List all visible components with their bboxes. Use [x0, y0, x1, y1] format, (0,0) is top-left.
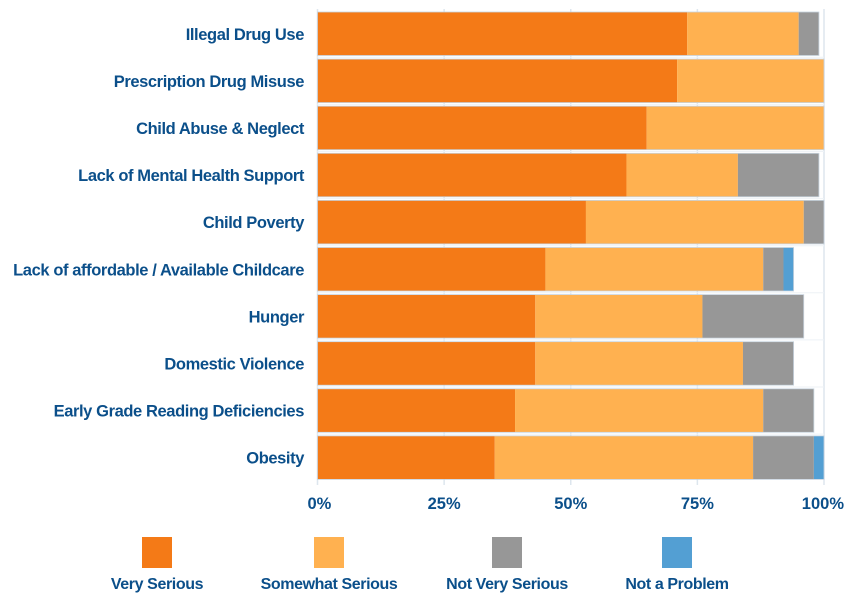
x-axis-tick-labels: 0% 25% 50% 75% 100%: [308, 495, 845, 513]
bar-segment-very-serious: [317, 59, 678, 103]
bar-segment-not-very-serious: [737, 153, 819, 197]
bar-segment-not-very-serious: [753, 435, 814, 480]
legend-label: Somewhat Serious: [261, 576, 398, 593]
bar-segment-somewhat-serious: [646, 106, 824, 150]
bar-segment-not-very-serious: [763, 247, 784, 291]
x-tick-label: 0%: [308, 495, 332, 513]
category-label: Hunger: [249, 308, 305, 326]
category-label: Child Abuse & Neglect: [136, 120, 305, 138]
bar-outline: [317, 105, 825, 151]
bar-segment-very-serious: [317, 200, 586, 244]
bar-outline: [317, 341, 795, 386]
bar-segment-somewhat-serious: [585, 200, 804, 244]
category-label: Early Grade Reading Deficiencies: [54, 403, 305, 421]
bar-group: [317, 247, 795, 292]
bar-group: [317, 11, 820, 56]
category-labels: Illegal Drug Use Prescription Drug Misuse…: [13, 26, 305, 468]
bars: [317, 11, 825, 480]
bar-outline: [317, 58, 825, 103]
legend-label: Not Very Serious: [446, 576, 568, 593]
bar-segment-very-serious: [317, 435, 495, 480]
bar-segment-not-very-serious: [798, 12, 819, 56]
x-tick-label: 50%: [554, 495, 587, 513]
bar-segment-very-serious: [317, 388, 516, 433]
bar-segment-somewhat-serious: [687, 12, 799, 56]
category-label: Lack of Mental Health Support: [78, 167, 305, 185]
bar-segment-not-very-serious: [803, 200, 824, 244]
bar-group: [317, 388, 815, 433]
bar-segment-not-a-problem: [783, 247, 794, 291]
x-tick-label: 25%: [428, 495, 461, 513]
legend-swatch: [492, 537, 522, 568]
bar-outline: [317, 435, 825, 480]
bar-group: [317, 294, 805, 339]
legend-item: Not a Problem: [625, 537, 729, 593]
gridlines: [316, 9, 825, 485]
bar-group: [317, 152, 820, 198]
category-label: Domestic Violence: [164, 355, 304, 373]
bar-outline: [317, 247, 795, 292]
bar-segment-not-very-serious: [763, 388, 814, 433]
bar-group: [317, 105, 825, 151]
bar-segment-somewhat-serious: [626, 153, 738, 197]
legend-swatch: [314, 537, 344, 568]
legend-label: Not a Problem: [625, 576, 728, 593]
bar-segment-somewhat-serious: [677, 59, 824, 103]
category-label: Prescription Drug Misuse: [114, 73, 305, 91]
bar-segment-very-serious: [317, 153, 627, 197]
bar-segment-very-serious: [317, 294, 536, 339]
bar-outline: [317, 294, 805, 339]
legend-item: Very Serious: [111, 537, 204, 593]
bar-segment-somewhat-serious: [535, 294, 703, 339]
bar-segment-not-very-serious: [742, 341, 794, 386]
bar-outline: [317, 152, 820, 198]
bar-segment-very-serious: [317, 12, 688, 56]
bar-segment-somewhat-serious: [515, 388, 764, 433]
bar-outline: [317, 199, 825, 245]
category-label: Child Poverty: [203, 214, 305, 232]
legend-swatch: [662, 537, 692, 568]
x-tick-label: 100%: [802, 495, 845, 513]
category-label: Lack of affordable / Available Childcare: [13, 261, 304, 279]
legend-swatch: [142, 537, 172, 568]
category-label: Illegal Drug Use: [186, 26, 305, 44]
bar-segment-very-serious: [317, 341, 536, 386]
category-label: Obesity: [246, 450, 305, 468]
legend: Very Serious Somewhat Serious Not Very Ser…: [111, 537, 729, 593]
bar-segment-very-serious: [317, 106, 647, 150]
bar-outline: [317, 11, 820, 56]
x-tick-label: 75%: [681, 495, 714, 513]
bar-group: [317, 341, 795, 386]
bar-group: [317, 58, 825, 103]
bar-outline: [317, 388, 815, 433]
bar-segment-somewhat-serious: [494, 435, 754, 480]
legend-label: Very Serious: [111, 576, 204, 593]
bar-segment-very-serious: [317, 247, 546, 291]
bar-group: [317, 199, 825, 245]
bar-segment-somewhat-serious: [545, 247, 764, 291]
bar-segment-somewhat-serious: [535, 341, 743, 386]
legend-item: Not Very Serious: [446, 537, 569, 593]
bar-segment-not-a-problem: [813, 435, 824, 480]
bar-segment-not-very-serious: [702, 294, 804, 339]
bar-group: [317, 435, 825, 480]
legend-item: Somewhat Serious: [261, 537, 398, 593]
